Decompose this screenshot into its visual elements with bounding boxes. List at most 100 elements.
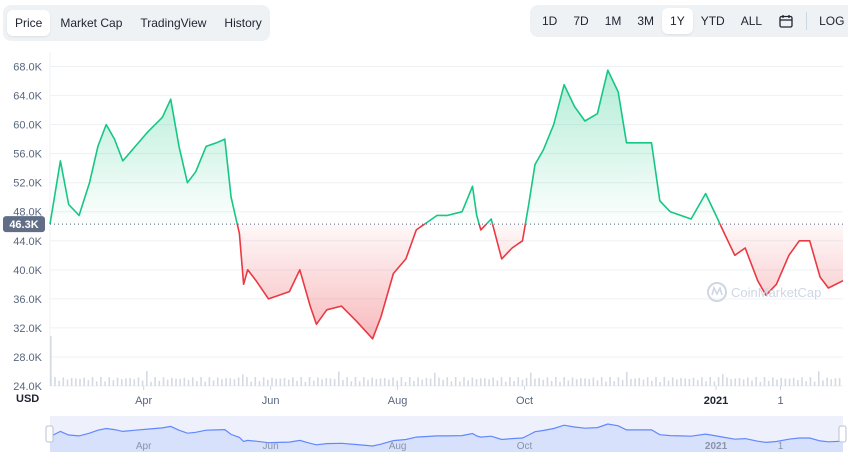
volume-bar bbox=[125, 378, 127, 386]
volume-bar bbox=[75, 378, 77, 386]
volume-bar bbox=[738, 378, 741, 386]
y-tick-label: 36.0K bbox=[13, 294, 42, 306]
volume-bar bbox=[646, 377, 649, 386]
navigator-left-handle[interactable] bbox=[45, 425, 54, 443]
volume-bar bbox=[66, 379, 69, 386]
volume-bar bbox=[100, 377, 102, 386]
y-tick-label: 40.0K bbox=[13, 265, 42, 277]
volume-bar bbox=[112, 380, 115, 386]
volume-bar bbox=[358, 381, 361, 386]
volume-bar bbox=[813, 381, 816, 386]
volume-bar bbox=[467, 380, 469, 386]
watermark-label: CoinMarketCap bbox=[731, 285, 821, 300]
tab-history[interactable]: History bbox=[224, 16, 262, 30]
volume-bar bbox=[145, 371, 148, 386]
volume-bar bbox=[275, 378, 277, 386]
volume-bar bbox=[317, 377, 319, 386]
range-1y-button[interactable]: 1Y bbox=[662, 8, 693, 34]
volume-bar bbox=[83, 377, 85, 386]
volume-bar bbox=[713, 381, 716, 386]
volume-bar bbox=[555, 377, 557, 386]
volume-bar bbox=[600, 377, 603, 386]
volume-bar bbox=[108, 377, 111, 386]
x-tick-label: Apr bbox=[135, 395, 152, 407]
volume-bar bbox=[421, 379, 424, 386]
range-1d-button[interactable]: 1D bbox=[542, 14, 558, 28]
tab-tradingview[interactable]: TradingView bbox=[140, 16, 207, 30]
volume-bar bbox=[408, 377, 411, 386]
volume-bar bbox=[133, 379, 136, 386]
calendar-icon[interactable] bbox=[770, 8, 802, 34]
volume-bar bbox=[337, 371, 340, 386]
volume-bar bbox=[262, 377, 265, 386]
volume-bar bbox=[630, 378, 632, 386]
y-tick-label: 56.0K bbox=[13, 149, 42, 161]
volume-bar bbox=[50, 336, 52, 386]
volume-bar bbox=[354, 377, 357, 386]
volume-bar bbox=[772, 377, 774, 386]
tab-price[interactable]: Price bbox=[7, 10, 51, 36]
volume-bar bbox=[805, 381, 808, 386]
volume-bar bbox=[834, 378, 837, 386]
volume-bar bbox=[200, 377, 202, 386]
volume-bar bbox=[400, 377, 403, 386]
y-tick-label: 60.0K bbox=[13, 120, 42, 132]
volume-bar bbox=[776, 379, 778, 386]
volume-bar bbox=[150, 381, 152, 386]
volume-bar bbox=[797, 379, 799, 386]
range-ytd-button[interactable]: YTD bbox=[700, 14, 725, 28]
volume-bar bbox=[296, 380, 298, 386]
volume-bar bbox=[751, 380, 753, 386]
log-scale-toggle[interactable]: LOG bbox=[819, 14, 845, 28]
volume-bar bbox=[559, 381, 561, 386]
chart-type-tabs: Price Market Cap TradingView History bbox=[3, 5, 270, 41]
volume-bar bbox=[496, 380, 499, 386]
volume-bar bbox=[822, 380, 824, 386]
volume-bar bbox=[350, 381, 353, 386]
volume-bar bbox=[726, 377, 728, 386]
volume-bar bbox=[79, 378, 81, 386]
volume-bar bbox=[459, 381, 461, 386]
range-all-button[interactable]: ALL bbox=[740, 14, 763, 28]
volume-bar bbox=[563, 377, 565, 386]
volume-bar bbox=[663, 377, 666, 386]
volume-bar bbox=[321, 379, 323, 386]
range-1m-button[interactable]: 1M bbox=[604, 14, 622, 28]
volume-bar bbox=[617, 377, 620, 386]
volume-bar bbox=[651, 380, 653, 386]
volume-bar bbox=[329, 378, 332, 386]
tab-market-cap[interactable]: Market Cap bbox=[60, 16, 123, 30]
volume-bar bbox=[680, 378, 682, 386]
range-3m-button[interactable]: 3M bbox=[637, 14, 655, 28]
volume-bar bbox=[237, 377, 240, 386]
volume-bar bbox=[383, 378, 386, 386]
volume-bar bbox=[241, 374, 244, 386]
volume-bar bbox=[388, 379, 390, 386]
volume-bar bbox=[250, 381, 252, 386]
volume-bar bbox=[342, 380, 344, 386]
volume-bar bbox=[62, 377, 65, 386]
volume-bar bbox=[575, 379, 578, 386]
volume-bar bbox=[212, 380, 215, 386]
volume-bar bbox=[463, 377, 465, 386]
navigator-tick-label: Oct bbox=[517, 441, 533, 452]
volume-bar bbox=[229, 378, 232, 386]
volume-bar bbox=[596, 380, 599, 386]
volume-bar bbox=[792, 377, 795, 386]
volume-bar bbox=[705, 381, 707, 386]
volume-bar bbox=[54, 377, 56, 386]
volume-bar bbox=[158, 380, 161, 386]
volume-bar bbox=[667, 380, 670, 386]
navigator-tick-label: 1 bbox=[778, 441, 784, 452]
volume-bar bbox=[671, 377, 674, 386]
volume-bar bbox=[525, 377, 528, 386]
navigator-right-handle[interactable] bbox=[838, 425, 847, 443]
volume-bar bbox=[308, 377, 311, 386]
navigator-line bbox=[49, 423, 844, 447]
volume-bar bbox=[137, 377, 140, 386]
volume-bar bbox=[254, 377, 257, 386]
range-7d-button[interactable]: 7D bbox=[573, 14, 589, 28]
volume-bar bbox=[442, 379, 444, 386]
volume-bar bbox=[271, 377, 273, 386]
